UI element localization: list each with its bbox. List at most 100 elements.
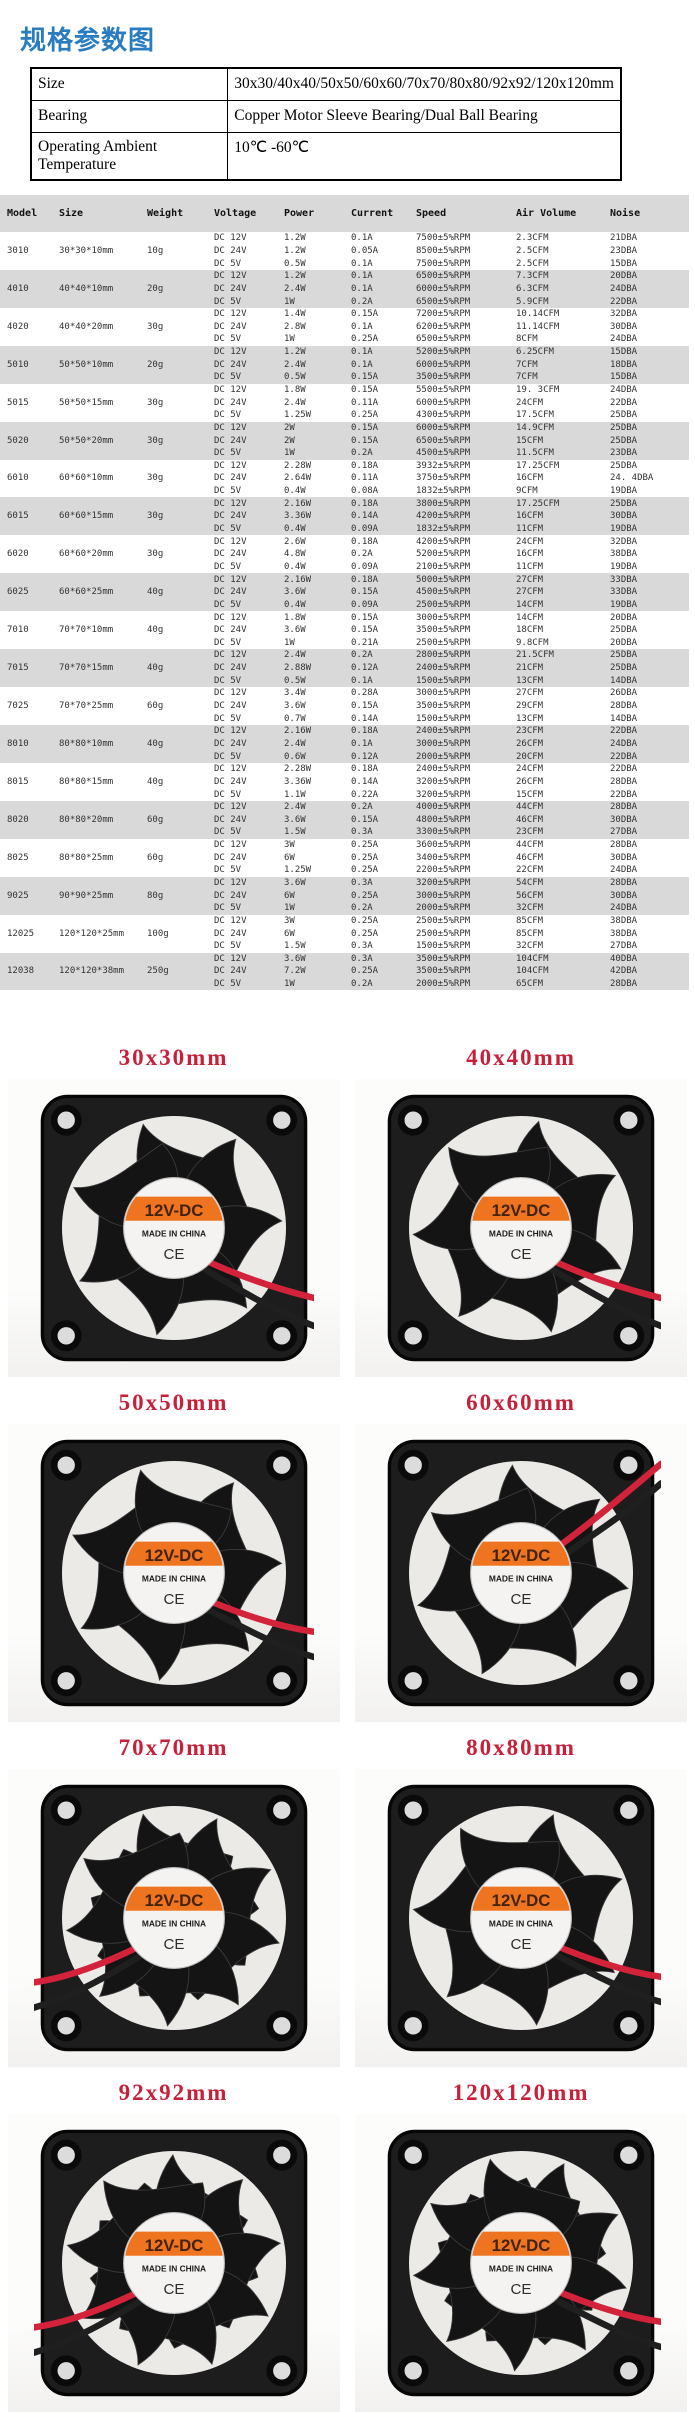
voltage-cell: DC 5V xyxy=(214,334,242,345)
noise-cell: 33DBA xyxy=(610,574,638,585)
power-cell: 1.1W xyxy=(284,789,306,800)
current-cell: 0.18A xyxy=(351,764,379,775)
size-cell: 60*60*15mm xyxy=(59,511,114,522)
size-cell: 80*80*15mm xyxy=(59,776,114,787)
air-volume-cell: 21CFM xyxy=(516,663,544,674)
speed-cell: 4800±5%RPM xyxy=(416,814,471,825)
current-cell: 0.28A xyxy=(351,688,379,699)
power-cell: 3.6W xyxy=(284,814,306,825)
screw-hole xyxy=(397,1320,429,1352)
voltage-cell: DC 12V xyxy=(214,802,247,813)
noise-cell: 27DBA xyxy=(610,941,638,952)
power-cell: 1.2W xyxy=(284,245,306,256)
spec-header-row: Model Size Weight Voltage Power Current Speed A… xyxy=(0,195,689,232)
speed-cell: 3300±5%RPM xyxy=(416,827,471,838)
spec-model-group: 8010 80*80*10mm 40g DC 12V 2.16W 0.18A 2400±5%… xyxy=(0,724,689,763)
power-cell: 1W xyxy=(284,296,295,307)
speed-cell: 5500±5%RPM xyxy=(416,385,471,395)
noise-cell: 25DBA xyxy=(610,625,638,636)
current-cell: 0.2A xyxy=(351,979,373,990)
speed-cell: 4300±5%RPM xyxy=(416,410,471,421)
screw-hole xyxy=(613,2010,645,2042)
screw-hole xyxy=(265,1450,297,1482)
ce-mark-icon: CE xyxy=(163,2281,184,2298)
current-cell: 0.15A xyxy=(351,701,379,712)
current-cell: 0.25A xyxy=(351,915,379,926)
voltage-cell: DC 12V xyxy=(214,498,247,509)
model-cell: 6020 xyxy=(7,549,29,560)
power-cell: 0.4W xyxy=(284,561,306,572)
screw-hole xyxy=(397,1795,429,1827)
noise-cell: 15DBA xyxy=(610,258,638,269)
noise-cell: 27DBA xyxy=(610,827,638,838)
current-cell: 0.05A xyxy=(351,245,379,256)
current-cell: 0.18A xyxy=(351,498,379,509)
size-cell: 40*40*20mm xyxy=(59,321,114,332)
voltage-cell: DC 12V xyxy=(214,726,247,737)
fan-card: 92x92mm 12V-DC MADE IN CHINA CE xyxy=(0,2069,347,2414)
voltage-cell: DC 12V xyxy=(214,877,247,888)
spec-model-group: 7010 70*70*10mm 40g DC 12V 1.8W 0.15A 3000±5%R… xyxy=(0,611,689,649)
voltage-cell: DC 12V xyxy=(214,309,247,320)
speed-cell: 6200±5%RPM xyxy=(416,321,471,332)
power-cell: 2W xyxy=(284,422,295,433)
noise-cell: 28DBA xyxy=(610,877,638,888)
hub-voltage-text: 12V-DC xyxy=(144,2236,203,2255)
noise-cell: 15DBA xyxy=(610,372,638,383)
power-cell: 6W xyxy=(284,890,295,901)
speed-cell: 7200±5%RPM xyxy=(416,309,471,320)
size-cell: 80*80*25mm xyxy=(59,852,114,863)
hub-orange-band xyxy=(471,2232,571,2257)
hub-origin-text: MADE IN CHINA xyxy=(489,2264,553,2274)
power-cell: 0.5W xyxy=(284,372,306,383)
spec-header-cell: Power xyxy=(284,208,315,219)
size-cell: 90*90*25mm xyxy=(59,890,114,901)
air-volume-cell: 6.3CFM xyxy=(516,283,549,294)
noise-cell: 22DBA xyxy=(610,296,638,307)
weight-cell: 40g xyxy=(147,663,164,674)
voltage-cell: DC 5V xyxy=(214,486,242,497)
air-volume-cell: 9CFM xyxy=(516,486,538,497)
current-cell: 0.2A xyxy=(351,650,373,661)
speed-cell: 6000±5%RPM xyxy=(416,283,471,294)
speed-cell: 4500±5%RPM xyxy=(416,448,471,459)
power-cell: 4.8W xyxy=(284,549,306,560)
current-cell: 0.15A xyxy=(351,309,379,320)
screw-hole xyxy=(50,2140,82,2172)
noise-cell: 28DBA xyxy=(610,802,638,813)
air-volume-cell: 14CFM xyxy=(516,599,544,610)
noise-cell: 24DBA xyxy=(610,865,638,876)
screw-hole xyxy=(613,2355,645,2387)
air-volume-cell: 26CFM xyxy=(516,738,544,749)
speed-cell: 2200±5%RPM xyxy=(416,865,471,876)
screw-hole xyxy=(613,1665,645,1697)
hub-voltage-text: 12V-DC xyxy=(492,1546,551,1565)
screw-hole xyxy=(397,2355,429,2387)
noise-cell: 40DBA xyxy=(610,953,638,964)
air-volume-cell: 6.25CFM xyxy=(516,347,554,358)
current-cell: 0.18A xyxy=(351,536,379,547)
current-cell: 0.2A xyxy=(351,903,373,914)
spec-model-group: 6015 60*60*15mm 30g DC 12V 2.16W 0.18A 3800±5%… xyxy=(0,497,689,536)
voltage-cell: DC 5V xyxy=(214,599,242,610)
speed-cell: 3500±5%RPM xyxy=(416,953,471,964)
noise-cell: 38DBA xyxy=(610,549,638,560)
speed-cell: 4500±5%RPM xyxy=(416,587,471,598)
fan-image: 12V-DC MADE IN CHINA CE xyxy=(387,1095,661,1362)
voltage-cell: DC 24V xyxy=(214,549,247,560)
noise-cell: 24. 4DBA xyxy=(610,473,654,484)
noise-cell: 22DBA xyxy=(610,726,638,737)
speed-cell: 3200±5%RPM xyxy=(416,789,471,800)
screw-hole xyxy=(50,2010,82,2042)
weight-cell: 40g xyxy=(147,625,164,636)
current-cell: 0.15A xyxy=(351,435,379,446)
noise-cell: 38DBA xyxy=(610,915,638,926)
size-cell: 80*80*20mm xyxy=(59,814,114,825)
voltage-cell: DC 24V xyxy=(214,587,247,598)
speed-cell: 1500±5%RPM xyxy=(416,675,471,686)
air-volume-cell: 85CFM xyxy=(516,915,544,926)
black-wire xyxy=(540,2291,661,2351)
fan-size-label: 80x80mm xyxy=(466,1735,576,1761)
voltage-cell: DC 5V xyxy=(214,941,242,952)
speed-cell: 3500±5%RPM xyxy=(416,372,471,383)
